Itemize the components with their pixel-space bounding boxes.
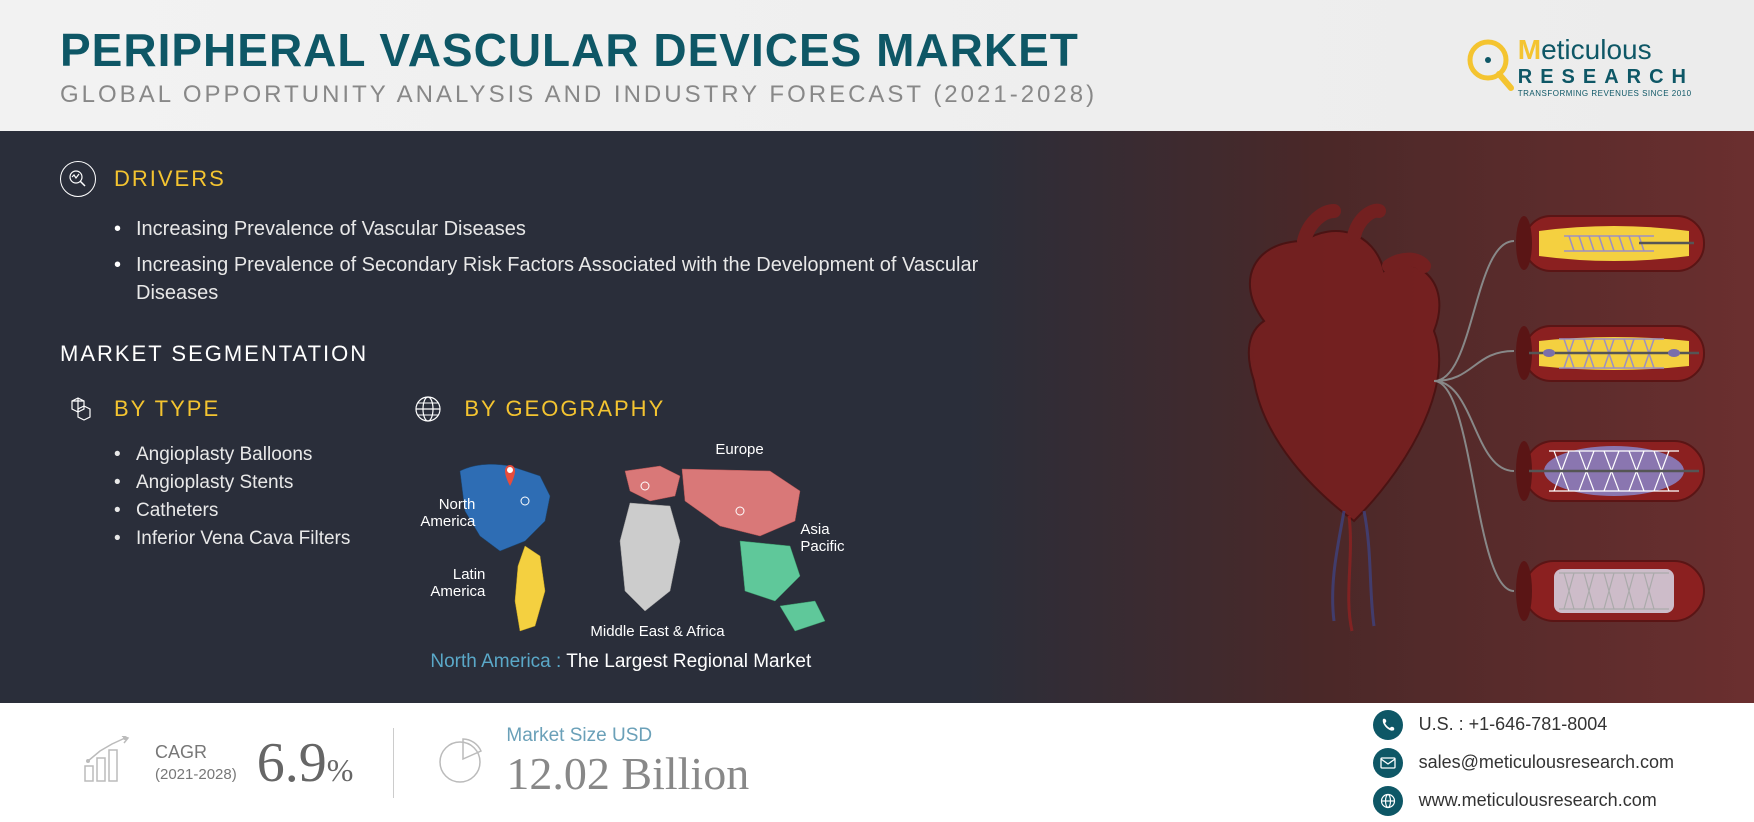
driver-item: Increasing Prevalence of Vascular Diseas… xyxy=(114,211,980,247)
type-item: Inferior Vena Cava Filters xyxy=(114,525,350,553)
map-label-mea: Middle East & Africa xyxy=(590,623,724,640)
region-europe xyxy=(625,466,680,501)
type-list: Angioplasty Balloons Angioplasty Stents … xyxy=(114,441,350,553)
contact-web: www.meticulousresearch.com xyxy=(1373,786,1674,816)
header-text: PERIPHERAL VASCULAR DEVICES MARKET GLOBA… xyxy=(60,23,1461,109)
market-size-value: 12.02 Billion xyxy=(506,747,749,800)
by-geography-section: BY GEOGRAPHY xyxy=(410,391,980,673)
stent-stage-2 xyxy=(1516,326,1704,381)
drivers-list: Increasing Prevalence of Vascular Diseas… xyxy=(114,211,980,311)
region-mea xyxy=(620,503,680,611)
magnifier-icon xyxy=(1461,38,1516,93)
map-label-europe: Europe xyxy=(715,441,763,458)
segmentation-title: MARKET SEGMENTATION xyxy=(60,341,980,367)
by-type-title: BY TYPE xyxy=(114,396,220,422)
caption-text: The Largest Regional Market xyxy=(561,651,811,672)
type-item: Angioplasty Balloons xyxy=(114,441,350,469)
phone-icon xyxy=(1373,710,1403,740)
page-title: PERIPHERAL VASCULAR DEVICES MARKET xyxy=(60,23,1461,77)
geography-caption: North America : The Largest Regional Mar… xyxy=(430,651,980,673)
type-item: Catheters xyxy=(114,497,350,525)
contact-email: sales@meticulousresearch.com xyxy=(1373,748,1674,778)
cube-icon xyxy=(60,391,96,427)
web-icon xyxy=(1373,786,1403,816)
divider xyxy=(393,728,394,798)
stent-stage-1 xyxy=(1516,216,1704,271)
globe-icon xyxy=(410,391,446,427)
cagr-value: 6.9% xyxy=(257,731,354,795)
driver-item: Increasing Prevalence of Secondary Risk … xyxy=(114,247,980,311)
caption-highlight: North America : xyxy=(430,651,561,672)
region-latin-america xyxy=(515,546,545,631)
header: PERIPHERAL VASCULAR DEVICES MARKET GLOBA… xyxy=(0,0,1754,131)
world-map: Europe NorthAmerica AsiaPacific LatinAme… xyxy=(430,441,850,641)
market-size-label: Market Size USD xyxy=(506,725,749,747)
email-icon xyxy=(1373,748,1403,778)
by-geography-title: BY GEOGRAPHY xyxy=(464,396,665,422)
logo-secondary: RESEARCH xyxy=(1518,66,1694,89)
cagr-label: CAGR(2021-2028) xyxy=(155,742,237,784)
market-size-metric: Market Size USD 12.02 Billion xyxy=(434,725,749,800)
type-item: Angioplasty Stents xyxy=(114,469,350,497)
logo-tagline: TRANSFORMING REVENUES SINCE 2010 xyxy=(1518,89,1694,98)
chart-icon xyxy=(80,736,135,789)
medical-illustration xyxy=(1194,181,1714,661)
map-label-la: LatinAmerica xyxy=(430,566,485,600)
contact-block: U.S. : +1-646-781-8004 sales@meticulousr… xyxy=(1373,710,1674,816)
contact-phone: U.S. : +1-646-781-8004 xyxy=(1373,710,1674,740)
pie-icon xyxy=(434,734,486,791)
map-label-ap: AsiaPacific xyxy=(800,521,844,555)
footer: CAGR(2021-2028) 6.9% Market Size USD 12.… xyxy=(0,703,1754,822)
map-label-na: NorthAmerica xyxy=(420,496,475,530)
stent-stage-3 xyxy=(1516,441,1704,501)
main-panel: DRIVERS Increasing Prevalence of Vascula… xyxy=(0,131,1754,703)
region-asia xyxy=(682,469,800,536)
drivers-title: DRIVERS xyxy=(114,166,226,192)
cagr-metric: CAGR(2021-2028) 6.9% xyxy=(80,731,353,795)
logo-text: Meticulous RESEARCH TRANSFORMING REVENUE… xyxy=(1518,34,1694,98)
analysis-icon xyxy=(60,161,96,197)
brand-logo: Meticulous RESEARCH TRANSFORMING REVENUE… xyxy=(1461,34,1694,98)
drivers-header: DRIVERS xyxy=(60,161,980,197)
logo-primary: Meticulous xyxy=(1518,34,1694,66)
stent-stage-4 xyxy=(1516,561,1704,621)
page-subtitle: GLOBAL OPPORTUNITY ANALYSIS AND INDUSTRY… xyxy=(60,81,1461,109)
by-type-section: BY TYPE Angioplasty Balloons Angioplasty… xyxy=(60,391,350,673)
